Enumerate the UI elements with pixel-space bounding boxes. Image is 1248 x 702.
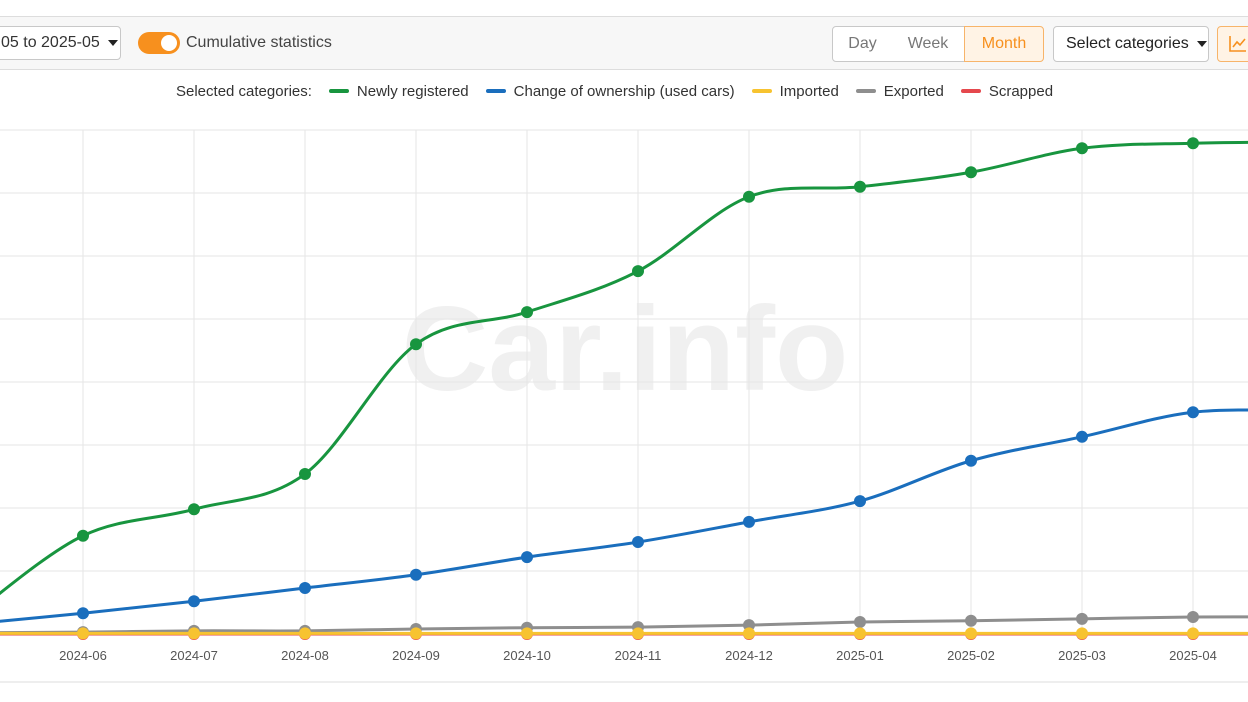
- data-point: [965, 166, 977, 179]
- legend-swatch: [855, 89, 876, 93]
- data-point: [854, 180, 866, 193]
- x-tick-label: 2024-10: [503, 648, 551, 663]
- x-tick-label: 2025-04: [1169, 648, 1217, 663]
- data-point: [743, 627, 755, 640]
- cumulative-toggle[interactable]: [138, 32, 180, 54]
- data-point: [521, 306, 533, 319]
- data-point: [1076, 612, 1088, 625]
- x-tick-label: 2025-03: [1058, 648, 1106, 663]
- period-button[interactable]: Week: [892, 26, 965, 62]
- legend-item[interactable]: Exported: [855, 82, 944, 100]
- x-tick-label: 2024-07: [170, 648, 218, 663]
- data-point: [965, 627, 977, 640]
- period-button-active[interactable]: Month: [964, 26, 1044, 62]
- chart-type-button[interactable]: [1217, 26, 1248, 62]
- period-button[interactable]: Day: [832, 26, 893, 62]
- data-point: [965, 454, 977, 467]
- data-point: [77, 529, 89, 542]
- toggle-label: Cumulative statistics: [186, 34, 332, 51]
- x-tick-label: 2024-09: [392, 648, 440, 663]
- category-dropdown[interactable]: Select categories: [1053, 26, 1209, 62]
- data-point: [1187, 137, 1199, 150]
- x-tick-label: 2024-08: [281, 648, 329, 663]
- legend-swatch: [960, 89, 981, 93]
- data-point: [410, 568, 422, 581]
- data-point: [743, 190, 755, 203]
- data-point: [1187, 406, 1199, 419]
- series: [0, 627, 1248, 640]
- data-point: [299, 582, 311, 595]
- legend-swatch: [485, 89, 506, 93]
- data-point: [410, 627, 422, 640]
- data-point: [521, 627, 533, 640]
- x-tick-label: 2024-12: [725, 648, 773, 663]
- x-tick-label: 2025-02: [947, 648, 995, 663]
- x-tick-label: 2024-06: [59, 648, 107, 663]
- series: [0, 137, 1248, 596]
- data-point: [77, 627, 89, 640]
- data-point: [188, 503, 200, 516]
- data-point: [965, 614, 977, 627]
- series-line: [0, 615, 1248, 635]
- legend-text: Scrapped: [988, 82, 1054, 100]
- watermark: Car.info: [402, 282, 849, 416]
- data-point: [521, 551, 533, 564]
- data-point: [632, 627, 644, 640]
- data-point: [299, 467, 311, 480]
- series-line: [0, 408, 1248, 623]
- legend-swatch: [328, 89, 349, 93]
- legend-item[interactable]: Scrapped: [960, 82, 1054, 100]
- legend-swatch: [751, 89, 772, 93]
- legend-text: Change of ownership (used cars): [513, 82, 735, 100]
- chart-icon: [1229, 36, 1246, 52]
- date-range-text: 05 to 2025-05: [1, 34, 100, 51]
- date-range-dropdown[interactable]: 05 to 2025-05: [0, 26, 121, 60]
- data-point: [632, 265, 644, 278]
- caret: [107, 39, 118, 46]
- data-point: [410, 338, 422, 351]
- data-point: [743, 515, 755, 528]
- data-point: [1076, 142, 1088, 155]
- legend-item[interactable]: Change of ownership (used cars): [485, 82, 735, 100]
- legend-text: Newly registered: [356, 82, 469, 100]
- data-point: [854, 627, 866, 640]
- data-point: [77, 607, 89, 620]
- data-point: [1187, 610, 1199, 623]
- data-point: [188, 595, 200, 608]
- category-dropdown-text: Select categories: [1066, 35, 1189, 52]
- data-point: [299, 627, 311, 640]
- x-tick-label: 2025-01: [836, 648, 884, 663]
- series: [0, 406, 1248, 623]
- legend-label: Selected categories:: [176, 82, 312, 100]
- data-point: [854, 616, 866, 629]
- data-point: [1076, 627, 1088, 640]
- legend-text: Exported: [883, 82, 944, 100]
- data-point: [854, 495, 866, 508]
- data-point: [188, 627, 200, 640]
- data-point: [1076, 430, 1088, 443]
- caret: [1196, 40, 1207, 47]
- legend-text: Imported: [779, 82, 839, 100]
- legend-item[interactable]: Newly registered: [328, 82, 469, 100]
- x-tick-label: 2024-11: [615, 648, 662, 663]
- toolbar: 05 to 2025-05 Cumulative statistics Day …: [0, 16, 1248, 70]
- legend-item[interactable]: Imported: [751, 82, 839, 100]
- legend: Selected categories: Newly registered Cha…: [176, 80, 1053, 102]
- data-point: [632, 536, 644, 549]
- data-point: [1187, 627, 1199, 640]
